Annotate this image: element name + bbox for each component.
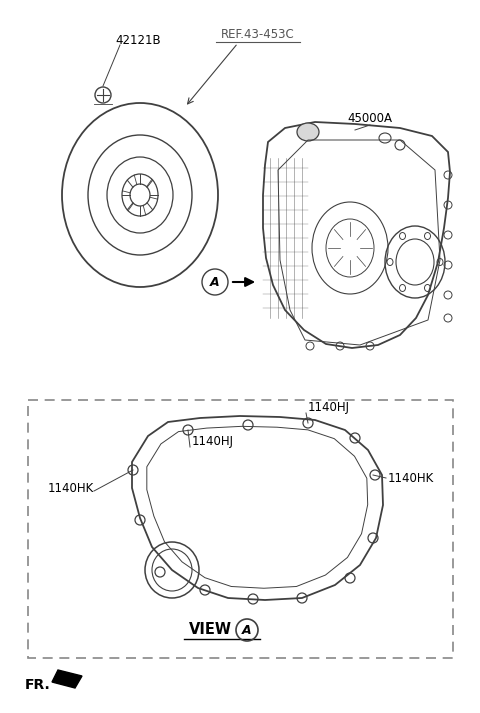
Text: VIEW: VIEW xyxy=(189,622,232,637)
Text: 1140HK: 1140HK xyxy=(388,471,434,485)
Text: 42121B: 42121B xyxy=(115,34,161,46)
Text: 1140HJ: 1140HJ xyxy=(192,436,234,448)
Bar xyxy=(28,400,453,658)
Text: 1140HK: 1140HK xyxy=(48,481,94,495)
Ellipse shape xyxy=(297,123,319,141)
Text: FR.: FR. xyxy=(25,678,51,692)
Text: 45000A: 45000A xyxy=(348,111,393,125)
Polygon shape xyxy=(52,670,82,688)
Text: A: A xyxy=(242,623,252,637)
Text: 1140HJ: 1140HJ xyxy=(308,401,350,414)
Text: A: A xyxy=(210,275,220,289)
Text: REF.43-453C: REF.43-453C xyxy=(221,29,295,41)
